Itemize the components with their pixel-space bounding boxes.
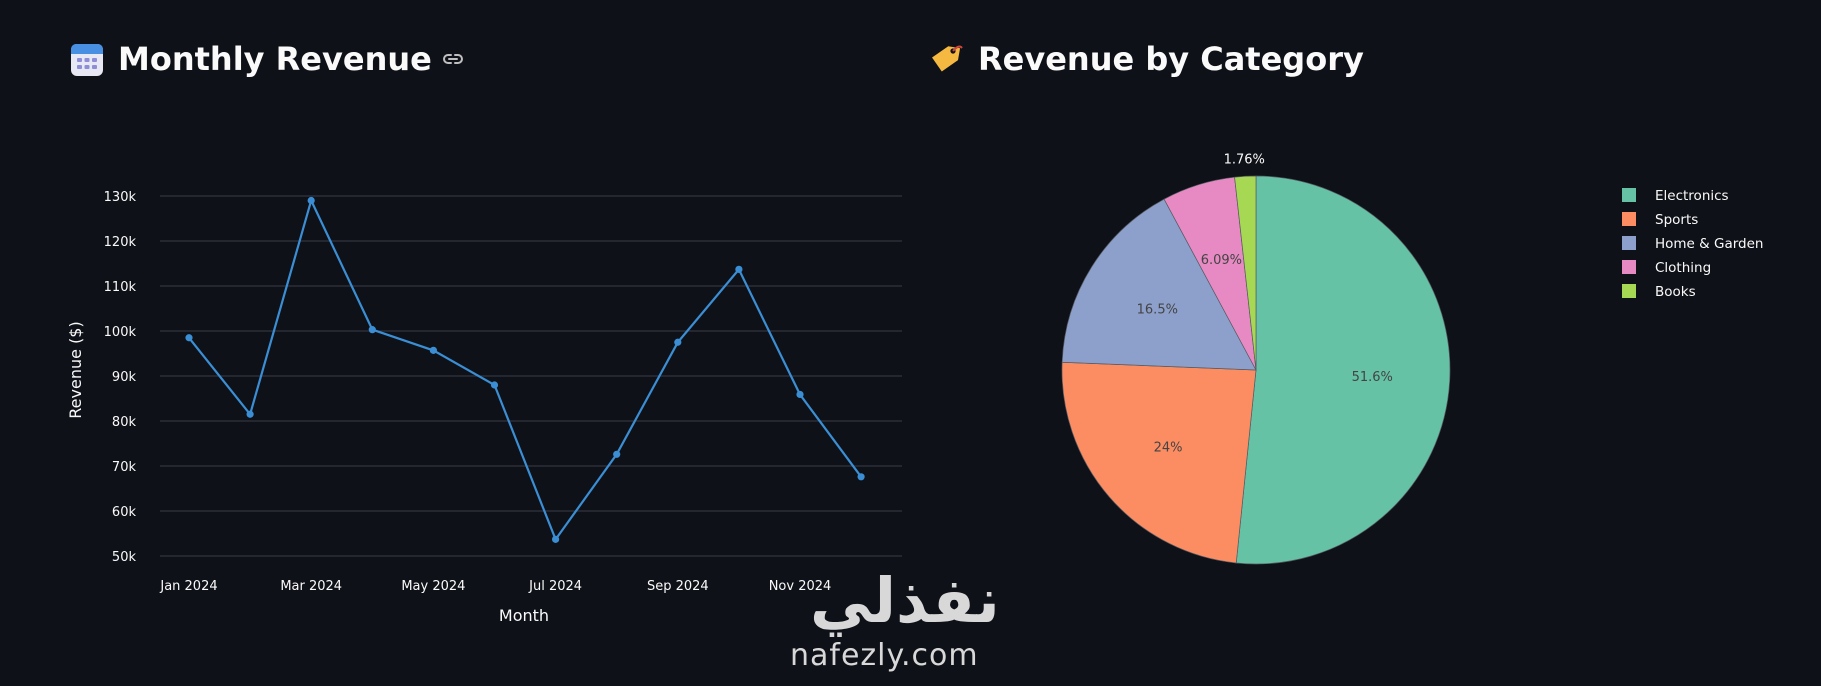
y-tick-label: 120k — [104, 235, 137, 250]
legend-label-home-garden[interactable]: Home & Garden — [1655, 236, 1763, 252]
legend-swatch-books[interactable] — [1622, 284, 1636, 298]
x-tick-label: Nov 2024 — [769, 579, 832, 594]
data-point[interactable] — [674, 338, 682, 346]
legend-label-sports[interactable]: Sports — [1655, 212, 1698, 228]
y-tick-label: 100k — [104, 325, 137, 340]
tag-icon — [932, 45, 963, 72]
legend-swatch-sports[interactable] — [1622, 212, 1636, 226]
revenue-by-category-pie-chart: 51.6% 24% 16.5% 6.09% 1.76% Electronics Sport… — [1061, 152, 1763, 565]
legend-swatch-clothing[interactable] — [1622, 260, 1636, 274]
y-tick-label: 130k — [104, 190, 137, 205]
x-tick-label: Sep 2024 — [647, 579, 709, 594]
data-point[interactable] — [552, 535, 560, 543]
revenue-by-category-title-text: Revenue by Category — [978, 40, 1364, 78]
y-tick-label: 60k — [112, 505, 137, 520]
data-point[interactable] — [429, 346, 437, 354]
x-tick-label: Mar 2024 — [280, 579, 342, 594]
pie-slice-electronics[interactable] — [1235, 175, 1451, 565]
watermark-latin: nafezly.com — [790, 638, 979, 673]
monthly-revenue-line-chart: 50k 60k 70k 80k 90k 100k 110k 120k 130k Jan 2024… — [66, 190, 902, 625]
revenue-line — [188, 197, 862, 542]
watermark-arabic: نفذلي — [810, 564, 1000, 637]
data-point[interactable] — [490, 381, 499, 389]
y-tick-label: 110k — [104, 280, 137, 295]
pie-slice-home-garden[interactable] — [1061, 198, 1257, 371]
y-tick-label: 90k — [112, 370, 137, 385]
x-tick-label: Jul 2024 — [528, 579, 582, 594]
legend-label-books[interactable]: Books — [1655, 284, 1696, 300]
pie-label-electronics: 51.6% — [1352, 370, 1393, 385]
legend-swatch-electronics[interactable] — [1622, 188, 1636, 202]
y-tick-label: 80k — [112, 415, 137, 430]
revenue-by-category-title: Revenue by Category — [928, 40, 1364, 78]
x-tick-label: Jan 2024 — [159, 579, 217, 594]
pie-legend: Electronics Sports Home & Garden Clothing Bo… — [1622, 188, 1763, 300]
data-point[interactable] — [613, 450, 621, 458]
pie-label-clothing: 6.09% — [1201, 253, 1242, 268]
calendar-icon — [71, 44, 103, 76]
y-tick-label: 70k — [112, 460, 137, 475]
data-point[interactable] — [307, 196, 315, 205]
y-axis-label: Revenue ($) — [66, 321, 85, 418]
pie-slice-sports[interactable] — [1061, 361, 1257, 564]
x-tick-label: May 2024 — [401, 579, 465, 594]
data-point[interactable] — [735, 265, 743, 273]
legend-label-clothing[interactable]: Clothing — [1655, 260, 1711, 276]
monthly-revenue-title-text: Monthly Revenue — [118, 40, 432, 78]
monthly-revenue-title: Monthly Revenue — [70, 40, 464, 78]
data-point[interactable] — [246, 410, 254, 418]
data-point[interactable] — [857, 473, 865, 481]
legend-swatch-home-garden[interactable] — [1622, 236, 1636, 250]
pie-label-books: 1.76% — [1224, 152, 1265, 167]
link-icon[interactable] — [442, 52, 464, 66]
legend-label-electronics[interactable]: Electronics — [1655, 188, 1729, 204]
data-point[interactable] — [185, 334, 193, 342]
watermark: نفذلي nafezly.com — [790, 564, 1000, 674]
y-tick-label: 50k — [112, 550, 137, 565]
pie-slice-books[interactable] — [1234, 175, 1257, 371]
pie-label-sports: 24% — [1154, 440, 1183, 455]
x-axis-label: Month — [499, 606, 549, 625]
data-point[interactable] — [796, 390, 804, 399]
pie-label-home-garden: 16.5% — [1137, 302, 1178, 317]
data-point[interactable] — [368, 326, 376, 334]
